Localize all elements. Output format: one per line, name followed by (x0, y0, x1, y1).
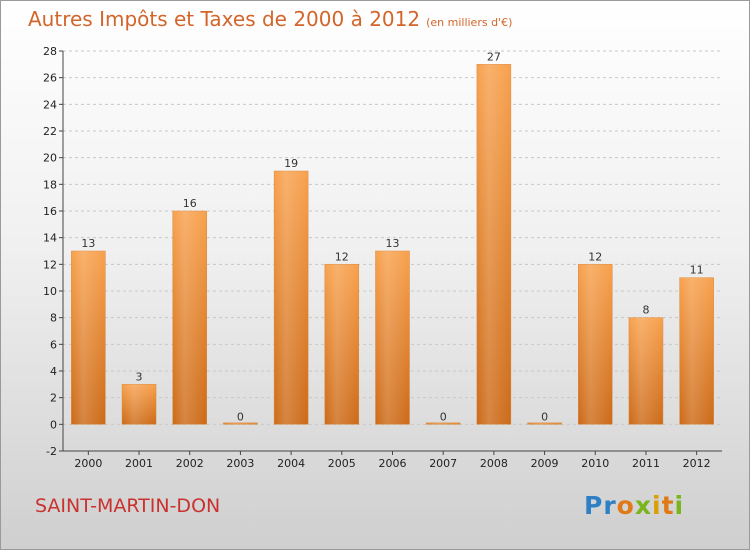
value-label: 11 (690, 264, 704, 277)
value-label: 19 (284, 157, 298, 170)
y-tick-label: 12 (43, 258, 57, 271)
x-tick-label: 2011 (632, 457, 660, 470)
value-label: 0 (541, 410, 548, 423)
bar-shine (122, 384, 157, 425)
x-tick-label: 2006 (379, 457, 407, 470)
value-label: 13 (81, 237, 95, 250)
x-tick-label: 2000 (74, 457, 102, 470)
bar-shine (71, 251, 106, 425)
value-label: 3 (136, 370, 143, 383)
logo-letter: i (674, 491, 685, 520)
y-tick-label: -2 (46, 445, 57, 458)
y-tick-label: 8 (50, 312, 57, 325)
x-tick-label: 2008 (480, 457, 508, 470)
value-label: 27 (487, 50, 501, 63)
x-tick-label: 2002 (176, 457, 204, 470)
y-tick-label: 26 (43, 72, 57, 85)
y-tick-label: 18 (43, 178, 57, 191)
y-tick-label: 24 (43, 98, 57, 111)
y-tick-label: 4 (50, 365, 57, 378)
y-tick-label: 16 (43, 205, 57, 218)
logo-letter: x (634, 491, 652, 520)
x-tick-label: 2010 (581, 457, 609, 470)
x-tick-label: 2009 (531, 457, 559, 470)
bar-shine (375, 251, 410, 425)
value-label: 0 (440, 410, 447, 423)
bar-shine (274, 171, 309, 425)
bar-shine (172, 211, 207, 425)
value-label: 8 (642, 304, 649, 317)
bars: 13 3 16 0 19 12 13 0 27 0 12 8 11 (71, 50, 714, 425)
proxiti-logo: Proxiti (584, 491, 684, 520)
bar-shine (679, 277, 714, 425)
x-tick-label: 2003 (226, 457, 254, 470)
y-tick-label: 20 (43, 152, 57, 165)
value-label: 13 (386, 237, 400, 250)
commune-name: SAINT-MARTIN-DON (35, 495, 221, 517)
logo-letter: r (603, 491, 617, 520)
y-tick-label: 2 (50, 392, 57, 405)
chart-title: Autres Impôts et Taxes de 2000 à 2012 (en… (28, 7, 512, 31)
bar-shine (628, 317, 663, 425)
title-text: Autres Impôts et Taxes de 2000 à 2012 (28, 7, 421, 31)
value-label: 12 (335, 250, 349, 263)
x-tick-label: 2004 (277, 457, 305, 470)
bar-shine (476, 64, 511, 425)
y-tick-label: 22 (43, 125, 57, 138)
logo-letter: P (584, 491, 604, 520)
bar-shine (578, 264, 613, 425)
x-tick-label: 2012 (683, 457, 711, 470)
chart-subtitle: (en milliers d'€) (426, 16, 513, 29)
bar-shine (527, 422, 562, 425)
bar-shine (324, 264, 359, 425)
logo-letter: t (661, 491, 675, 520)
y-tick-label: 0 (50, 418, 57, 431)
bar-shine (426, 422, 461, 425)
logo-letter: i (652, 491, 662, 520)
value-label: 16 (183, 197, 197, 210)
logo-letter: o (616, 491, 635, 520)
value-label: 0 (237, 410, 244, 423)
y-tick-label: 14 (43, 232, 57, 245)
bar-shine (223, 422, 258, 425)
x-tick-label: 2001 (125, 457, 153, 470)
y-tick-label: 28 (43, 45, 57, 58)
x-tick-label: 2007 (429, 457, 457, 470)
y-tick-label: 10 (43, 285, 57, 298)
value-label: 12 (588, 250, 602, 263)
y-tick-label: 6 (50, 338, 57, 351)
x-tick-label: 2005 (328, 457, 356, 470)
